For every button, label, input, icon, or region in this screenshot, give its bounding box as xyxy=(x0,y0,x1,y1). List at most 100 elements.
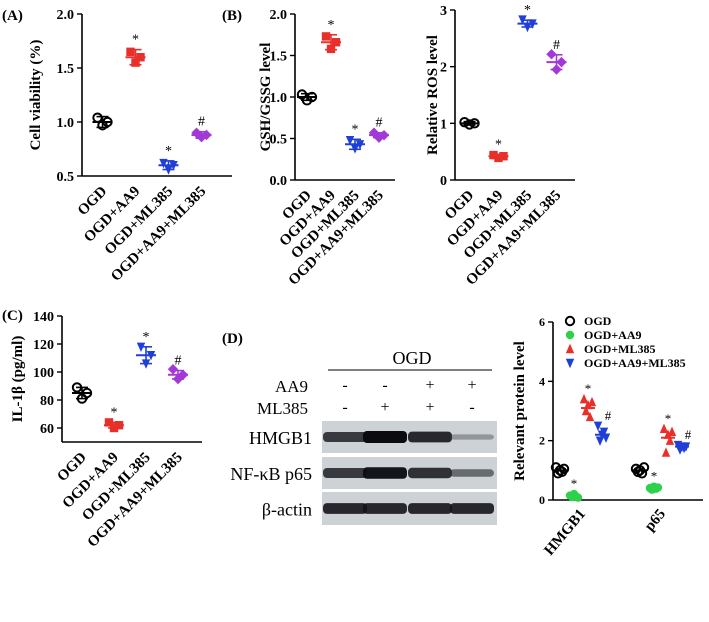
y-tick-label: 2 xyxy=(539,434,545,448)
legend-label: OGD+AA9 xyxy=(584,328,642,342)
blot-band xyxy=(363,503,407,514)
significance-mark: * xyxy=(111,405,118,420)
blot-band xyxy=(408,503,452,514)
y-tick-label: 100 xyxy=(33,366,54,381)
ml385-sign: + xyxy=(380,399,389,416)
significance-mark: * xyxy=(132,33,139,48)
data-point xyxy=(167,364,179,375)
data-point xyxy=(585,411,595,422)
y-axis-label: Relevant protein level xyxy=(512,341,528,481)
significance-mark: * xyxy=(143,330,150,345)
y-tick-label: 0 xyxy=(539,493,545,507)
y-tick-label: 1 xyxy=(440,117,447,132)
data-point xyxy=(573,493,583,502)
data-point xyxy=(599,427,609,437)
aa9-label: AA9 xyxy=(275,377,308,396)
legend-label: OGD+AA9+ML385 xyxy=(584,356,686,370)
legend-label: OGD+ML385 xyxy=(584,342,656,356)
y-tick-label: 1.0 xyxy=(57,116,75,131)
blot-band xyxy=(408,431,452,443)
data-point xyxy=(126,47,135,56)
data-point xyxy=(665,435,675,445)
significance-mark: * xyxy=(665,411,672,426)
y-tick-label: 2 xyxy=(440,61,447,76)
y-tick-label: 120 xyxy=(33,338,54,353)
ml385-label: ML385 xyxy=(257,399,308,418)
y-tick-label: 0.0 xyxy=(270,174,288,189)
x-tick-label: HMGB1 xyxy=(541,506,589,558)
data-point xyxy=(636,468,648,479)
significance-mark: * xyxy=(651,469,658,484)
significance-mark: * xyxy=(524,3,531,18)
y-tick-label: 6 xyxy=(539,315,545,329)
blot-band xyxy=(323,432,367,442)
y-tick-label: 80 xyxy=(40,394,54,409)
y-tick-label: 140 xyxy=(33,310,54,325)
data-point xyxy=(345,135,355,146)
y-tick-label: 2.0 xyxy=(270,8,288,23)
y-tick-label: 4 xyxy=(539,374,545,388)
y-tick-label: 3 xyxy=(440,4,447,19)
panel-label-c: (C) xyxy=(2,308,23,324)
western-blot: OGD AA9 ML385 - - - + + + + - HMGB1 NF-κB p65 β-actin xyxy=(230,348,497,525)
blot-band xyxy=(450,434,494,440)
significance-mark: # xyxy=(685,427,692,442)
data-point xyxy=(558,463,570,475)
y-tick-label: 2.0 xyxy=(57,8,75,23)
data-point xyxy=(587,396,597,407)
data-point xyxy=(579,393,589,404)
blot-band xyxy=(408,467,452,479)
data-point xyxy=(667,426,677,436)
data-point xyxy=(296,89,308,100)
significance-mark: # xyxy=(376,116,383,131)
data-point xyxy=(661,447,671,457)
y-tick-label: 1.5 xyxy=(270,50,288,65)
blot-row-label: β-actin xyxy=(262,500,312,520)
data-point xyxy=(581,405,591,416)
y-tick-label: 0.5 xyxy=(270,133,288,148)
ml385-sign: + xyxy=(425,399,434,416)
legend-marker xyxy=(565,358,575,369)
blot-row-label: HMGB1 xyxy=(249,428,312,448)
y-axis-label: IL-1β (pg/ml) xyxy=(10,336,26,423)
aa9-sign: + xyxy=(425,377,434,394)
data-point xyxy=(601,433,611,443)
ml385-sign: - xyxy=(469,399,474,416)
y-tick-label: 0 xyxy=(440,174,447,189)
blot-band xyxy=(323,468,367,478)
data-point xyxy=(321,32,331,41)
y-axis-label: Relative ROS level xyxy=(425,35,441,155)
blot-band xyxy=(363,431,407,443)
significance-mark: * xyxy=(165,144,172,159)
blot-row-label: NF-κB p65 xyxy=(230,464,312,484)
data-point xyxy=(659,423,669,433)
y-tick-label: 1.0 xyxy=(270,91,288,106)
y-axis-label: Cell viability (%) xyxy=(28,40,44,151)
blot-band xyxy=(363,467,407,479)
blot-band xyxy=(323,503,367,514)
data-point xyxy=(583,399,593,410)
significance-mark: * xyxy=(495,138,502,153)
y-axis-label: GSH/GSSG level xyxy=(258,43,274,152)
blot-band xyxy=(450,503,494,514)
data-point xyxy=(638,462,650,473)
aa9-sign: - xyxy=(382,377,387,394)
aa9-sign: - xyxy=(342,377,347,394)
blot-header-ogd: OGD xyxy=(393,348,432,368)
significance-mark: # xyxy=(553,38,560,53)
panel-label-b: (B) xyxy=(222,8,242,24)
significance-mark: # xyxy=(198,115,205,130)
data-point xyxy=(593,421,603,432)
blot-band xyxy=(450,469,494,477)
legend-marker xyxy=(565,343,575,354)
significance-mark: # xyxy=(605,408,612,423)
ml385-sign: - xyxy=(342,399,347,416)
panel-label-d: (D) xyxy=(222,331,243,347)
significance-mark: * xyxy=(571,476,578,491)
